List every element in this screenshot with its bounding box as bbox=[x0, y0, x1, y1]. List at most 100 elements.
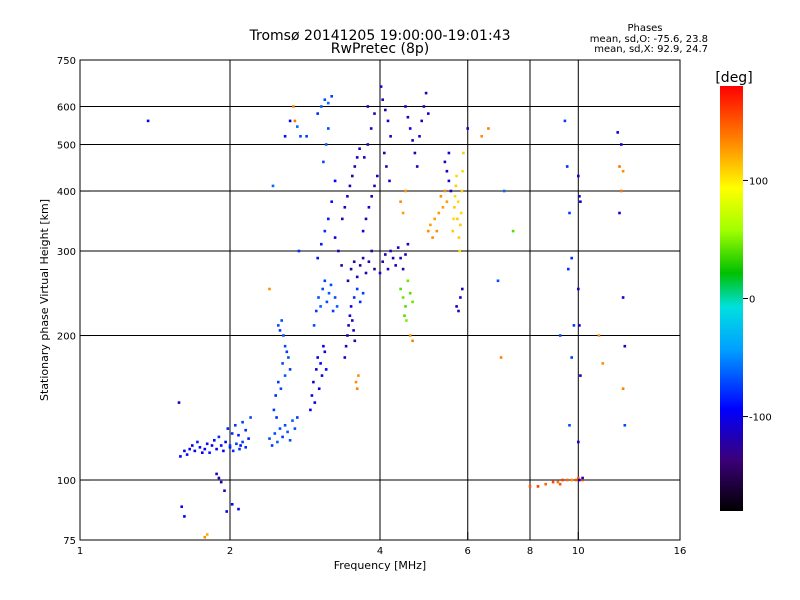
data-point-189 bbox=[385, 165, 388, 168]
stats-line-o: mean, sd,O: -75.6, 23.8 bbox=[590, 34, 708, 45]
data-point-62 bbox=[280, 319, 283, 322]
data-point-85 bbox=[309, 408, 312, 412]
data-point-43 bbox=[219, 480, 223, 484]
data-point-193 bbox=[404, 189, 407, 193]
data-point-247 bbox=[459, 296, 462, 299]
y-tick-label-3: 300 bbox=[57, 247, 76, 258]
data-point-180 bbox=[401, 267, 405, 271]
data-point-65 bbox=[285, 350, 289, 354]
data-point-51 bbox=[276, 440, 279, 444]
data-point-133 bbox=[352, 329, 355, 332]
data-point-202 bbox=[408, 334, 412, 337]
data-point-255 bbox=[499, 356, 503, 359]
data-point-156 bbox=[361, 229, 365, 233]
data-point-94 bbox=[322, 344, 325, 348]
data-point-204 bbox=[404, 105, 407, 108]
data-point-160 bbox=[373, 184, 376, 188]
data-point-24 bbox=[234, 424, 237, 427]
data-point-279 bbox=[579, 200, 582, 203]
data-point-267 bbox=[581, 478, 584, 482]
data-point-238 bbox=[457, 236, 461, 239]
data-point-219 bbox=[435, 229, 439, 233]
data-point-132 bbox=[351, 319, 354, 322]
data-point-28 bbox=[244, 428, 247, 432]
data-point-201 bbox=[405, 319, 408, 322]
stats-line-x: mean, sd,X: 92.9, 24.7 bbox=[594, 44, 708, 55]
data-point-282 bbox=[579, 374, 582, 377]
colorbar-ticks: 100 0 -100 bbox=[743, 176, 772, 424]
data-point-175 bbox=[389, 249, 392, 253]
data-point-81 bbox=[296, 125, 299, 128]
data-point-203 bbox=[411, 339, 414, 343]
x-tick-label-6: 16 bbox=[674, 546, 687, 557]
data-point-52 bbox=[278, 427, 282, 430]
data-point-226 bbox=[445, 169, 449, 173]
data-point-44 bbox=[223, 489, 226, 492]
data-point-246 bbox=[457, 309, 460, 313]
data-point-216 bbox=[429, 223, 432, 227]
data-point-293 bbox=[623, 344, 627, 348]
data-point-186 bbox=[386, 119, 390, 123]
data-point-263 bbox=[565, 478, 569, 482]
data-point-104 bbox=[327, 291, 331, 295]
data-point-163 bbox=[366, 143, 370, 146]
data-point-171 bbox=[378, 271, 382, 275]
data-point-149 bbox=[355, 275, 359, 279]
data-point-194 bbox=[399, 287, 402, 291]
data-point-230 bbox=[451, 229, 455, 233]
data-point-31 bbox=[228, 444, 232, 447]
data-point-162 bbox=[363, 156, 366, 159]
data-point-66 bbox=[281, 362, 284, 365]
data-point-296 bbox=[620, 189, 623, 193]
data-point-7 bbox=[193, 449, 197, 453]
data-point-252 bbox=[496, 279, 500, 283]
data-point-4 bbox=[185, 453, 189, 456]
data-point-128 bbox=[346, 334, 349, 337]
data-point-144 bbox=[355, 156, 359, 159]
data-point-92 bbox=[319, 362, 322, 365]
data-point-295 bbox=[623, 424, 627, 427]
data-point-234 bbox=[454, 184, 458, 188]
data-point-147 bbox=[349, 267, 353, 271]
data-point-225 bbox=[443, 160, 447, 164]
data-point-153 bbox=[367, 260, 371, 263]
data-point-25 bbox=[237, 433, 240, 437]
data-point-268 bbox=[563, 119, 567, 123]
data-point-84 bbox=[305, 135, 308, 138]
data-point-174 bbox=[386, 267, 390, 271]
data-point-270 bbox=[568, 211, 571, 215]
data-point-275 bbox=[570, 356, 573, 359]
data-point-157 bbox=[364, 217, 368, 221]
data-point-277 bbox=[577, 174, 580, 178]
data-point-265 bbox=[574, 478, 578, 482]
data-point-210 bbox=[418, 135, 421, 138]
data-point-179 bbox=[399, 256, 402, 260]
data-point-78 bbox=[288, 119, 292, 123]
x-tick-label-3: 6 bbox=[465, 546, 471, 557]
data-point-229 bbox=[447, 151, 451, 155]
data-point-75 bbox=[268, 287, 271, 291]
data-point-254 bbox=[511, 229, 515, 233]
x-tick-label-2: 4 bbox=[377, 546, 383, 557]
data-point-143 bbox=[353, 165, 357, 168]
data-point-249 bbox=[466, 127, 469, 130]
data-point-221 bbox=[439, 195, 443, 198]
data-point-134 bbox=[353, 339, 357, 343]
data-point-123 bbox=[333, 236, 337, 239]
data-point-72 bbox=[279, 387, 283, 390]
data-point-269 bbox=[565, 165, 569, 168]
data-point-27 bbox=[241, 420, 244, 424]
data-point-114 bbox=[333, 179, 337, 183]
data-point-60 bbox=[277, 324, 280, 327]
data-point-165 bbox=[373, 112, 376, 115]
data-point-67 bbox=[283, 374, 287, 377]
data-point-68 bbox=[287, 356, 290, 359]
data-point-159 bbox=[370, 195, 373, 198]
data-point-46 bbox=[230, 503, 234, 506]
data-point-41 bbox=[215, 472, 218, 476]
data-point-129 bbox=[347, 324, 350, 327]
data-point-98 bbox=[315, 309, 318, 313]
grid-lines bbox=[80, 60, 680, 540]
data-point-192 bbox=[401, 211, 405, 215]
data-point-26 bbox=[239, 444, 242, 447]
